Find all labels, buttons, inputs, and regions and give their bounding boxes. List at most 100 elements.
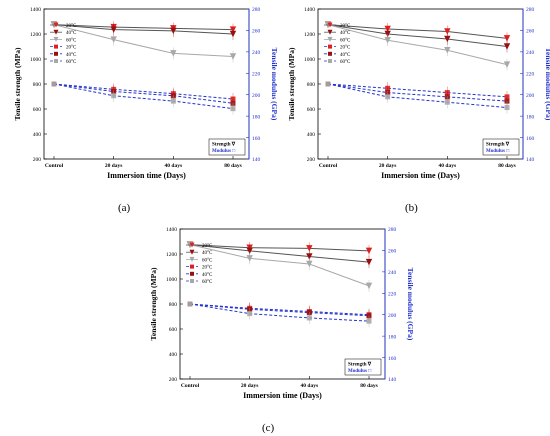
y-tick-label: 600 <box>307 107 316 113</box>
x-tick-label: 40 days <box>301 383 319 389</box>
legend-label: 40°C <box>202 251 213 256</box>
key-modulus-label: Modulus □ <box>212 149 235 154</box>
x-tick-label: Control <box>45 163 64 169</box>
y-tick-label: 200 <box>33 157 42 163</box>
series-line <box>53 83 234 104</box>
x-tick-label: 40 days <box>165 163 183 169</box>
y-tick-label: 1400 <box>304 7 315 13</box>
data-point <box>503 43 511 50</box>
legend-label: 60°C <box>66 60 77 65</box>
y-tick-label: 600 <box>33 107 42 113</box>
key-box <box>344 358 382 376</box>
data-point <box>306 245 313 252</box>
data-point <box>229 30 237 38</box>
x-tick-label: 40 days <box>439 163 457 169</box>
panel-label-c: (c) <box>262 422 275 434</box>
series-line <box>53 24 234 57</box>
data-point <box>170 27 177 35</box>
y-axis-title: Tensile strength (MPa) <box>287 47 296 120</box>
data-point <box>384 37 391 44</box>
chart-panel-1: 200 400 600 800 1000 1200 1400 140 160 180 200 220 2… <box>287 7 550 180</box>
y2-tick-label: 140 <box>252 157 261 163</box>
series-line <box>327 24 508 47</box>
legend-swatch-marker <box>190 271 194 276</box>
legend-label: 40°C <box>340 31 351 36</box>
data-point <box>306 315 312 321</box>
legend-label: 40°C <box>202 273 213 278</box>
data-point <box>325 81 331 87</box>
y2-tick-label: 280 <box>388 227 397 233</box>
y2-tick-label: 260 <box>252 29 261 35</box>
y2-tick-label: 140 <box>388 377 397 383</box>
data-point <box>504 98 510 104</box>
y2-tick-label: 280 <box>526 7 535 13</box>
y-tick-label: 800 <box>169 302 178 308</box>
data-point <box>306 260 313 268</box>
y2-tick-label: 160 <box>526 136 535 142</box>
data-point <box>111 93 117 99</box>
series-line <box>327 24 508 39</box>
key-box <box>208 138 246 156</box>
data-point <box>444 47 451 54</box>
y2-tick-label: 260 <box>526 29 535 35</box>
legend-label: 40°C <box>66 53 77 58</box>
legend-swatch-marker <box>54 51 58 56</box>
x-tick-label: Control <box>319 163 338 169</box>
legend-swatch-marker <box>53 36 59 42</box>
legend-label: 40°C <box>66 31 77 36</box>
key-strength-label: Strength ∇ <box>212 142 236 148</box>
data-point <box>187 301 193 307</box>
y2-tick-label: 280 <box>252 7 261 13</box>
series-line <box>189 303 370 322</box>
data-point <box>365 282 373 290</box>
x-axis-title: Immersion time (Days) <box>243 391 322 400</box>
legend-label: 20°C <box>340 46 351 51</box>
legend-label: 60°C <box>340 60 351 65</box>
series-line <box>53 24 234 35</box>
legend-label: 20°C <box>340 24 351 29</box>
y-tick-label: 1200 <box>304 32 315 38</box>
data-point <box>384 30 391 38</box>
y-tick-label: 400 <box>169 352 178 358</box>
x-axis-title: Immersion time (Days) <box>381 171 460 180</box>
y2-tick-label: 220 <box>388 291 397 297</box>
y2-tick-label: 200 <box>388 313 397 319</box>
data-point <box>170 98 176 104</box>
legend-label: 60°C <box>202 280 213 285</box>
y-tick-label: 1400 <box>166 227 177 233</box>
x-tick-label: 20 days <box>379 163 397 169</box>
data-point <box>306 253 313 260</box>
legend-swatch-marker <box>327 36 333 42</box>
legend-swatch-marker <box>189 256 195 262</box>
data-point <box>504 105 510 111</box>
y-tick-label: 800 <box>33 82 42 88</box>
legend-swatch-marker <box>53 29 59 35</box>
y2-tick-label: 180 <box>526 114 535 120</box>
key-strength-label: Strength ∇ <box>348 362 372 368</box>
legend-swatch-marker <box>189 249 195 255</box>
data-point <box>110 36 117 43</box>
y2-tick-label: 160 <box>388 356 397 362</box>
x-tick-label: Control <box>181 383 200 389</box>
data-point <box>366 318 372 324</box>
legend-label: 20°C <box>66 46 77 51</box>
legend-swatch-marker <box>53 22 59 28</box>
series-line <box>53 83 234 110</box>
x-tick-label: 20 days <box>105 163 123 169</box>
data-point <box>503 35 511 42</box>
y2-axis-title: Tensile modulus (GPa) <box>406 268 415 341</box>
x-axis-title: Immersion time (Days) <box>107 171 186 180</box>
legend-swatch-marker <box>328 51 332 56</box>
legend-label: 60°C <box>66 38 77 43</box>
key-box <box>482 138 520 156</box>
series-line <box>189 244 370 287</box>
data-point <box>444 35 451 43</box>
data-point <box>246 247 253 255</box>
data-point <box>503 61 511 68</box>
data-point <box>229 53 237 60</box>
data-point <box>444 28 451 35</box>
series-line <box>189 244 370 263</box>
y-tick-label: 200 <box>169 377 178 383</box>
y-tick-label: 1000 <box>30 57 41 63</box>
